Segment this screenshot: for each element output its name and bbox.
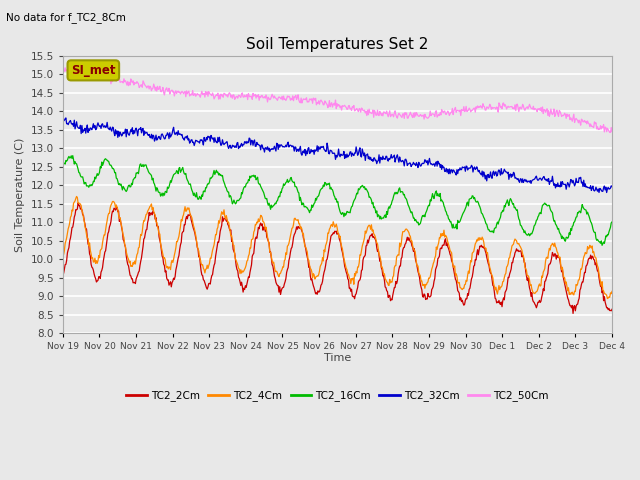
Text: SI_met: SI_met — [71, 64, 116, 77]
TC2_2Cm — [569, 311, 577, 316]
TC2_50Cm — [59, 72, 67, 78]
TC2_2Cm — [211, 261, 219, 266]
TC2_2Cm — [182, 216, 189, 222]
TC2_2Cm — [74, 200, 82, 206]
TC2_4Cm — [182, 208, 189, 214]
TC2_16Cm — [405, 204, 413, 209]
TC2_16Cm — [126, 184, 134, 190]
Line: TC2_2Cm: TC2_2Cm — [63, 203, 612, 313]
TC2_2Cm — [69, 224, 77, 230]
TC2_16Cm — [59, 163, 67, 168]
TC2_16Cm — [70, 156, 77, 162]
TC2_2Cm — [59, 271, 67, 277]
TC2_32Cm — [405, 161, 413, 167]
TC2_50Cm — [405, 113, 413, 119]
TC2_4Cm — [126, 258, 134, 264]
Text: No data for f_TC2_8Cm: No data for f_TC2_8Cm — [6, 12, 126, 23]
X-axis label: Time: Time — [324, 352, 351, 362]
TC2_4Cm — [604, 296, 611, 301]
TC2_4Cm — [69, 208, 77, 214]
TC2_50Cm — [607, 130, 614, 135]
TC2_50Cm — [608, 129, 616, 134]
TC2_2Cm — [608, 306, 616, 312]
TC2_50Cm — [126, 82, 134, 88]
TC2_2Cm — [421, 292, 429, 298]
TC2_32Cm — [182, 134, 189, 140]
TC2_4Cm — [405, 229, 413, 235]
Title: Soil Temperatures Set 2: Soil Temperatures Set 2 — [246, 36, 429, 52]
TC2_32Cm — [62, 115, 70, 121]
TC2_4Cm — [421, 286, 429, 291]
Y-axis label: Soil Temperature (C): Soil Temperature (C) — [15, 137, 25, 252]
Legend: TC2_2Cm, TC2_4Cm, TC2_16Cm, TC2_32Cm, TC2_50Cm: TC2_2Cm, TC2_4Cm, TC2_16Cm, TC2_32Cm, TC… — [122, 386, 553, 406]
TC2_16Cm — [598, 242, 606, 248]
Line: TC2_4Cm: TC2_4Cm — [63, 196, 612, 299]
TC2_16Cm — [421, 214, 429, 220]
TC2_2Cm — [405, 235, 413, 240]
TC2_16Cm — [211, 171, 219, 177]
TC2_4Cm — [73, 193, 81, 199]
TC2_4Cm — [211, 237, 219, 243]
TC2_2Cm — [126, 272, 134, 278]
TC2_32Cm — [421, 157, 429, 163]
TC2_32Cm — [603, 190, 611, 195]
TC2_50Cm — [211, 95, 219, 100]
TC2_4Cm — [608, 288, 616, 294]
TC2_4Cm — [59, 251, 67, 256]
TC2_32Cm — [70, 123, 77, 129]
TC2_16Cm — [69, 153, 77, 158]
TC2_32Cm — [126, 130, 134, 135]
TC2_32Cm — [211, 135, 219, 141]
TC2_50Cm — [70, 69, 77, 75]
TC2_50Cm — [182, 94, 189, 100]
TC2_32Cm — [608, 184, 616, 190]
TC2_32Cm — [59, 121, 67, 127]
TC2_50Cm — [421, 111, 429, 117]
TC2_16Cm — [608, 219, 616, 225]
Line: TC2_16Cm: TC2_16Cm — [63, 156, 612, 245]
TC2_50Cm — [67, 61, 75, 67]
Line: TC2_32Cm: TC2_32Cm — [63, 118, 612, 192]
TC2_16Cm — [182, 170, 189, 176]
Line: TC2_50Cm: TC2_50Cm — [63, 64, 612, 132]
